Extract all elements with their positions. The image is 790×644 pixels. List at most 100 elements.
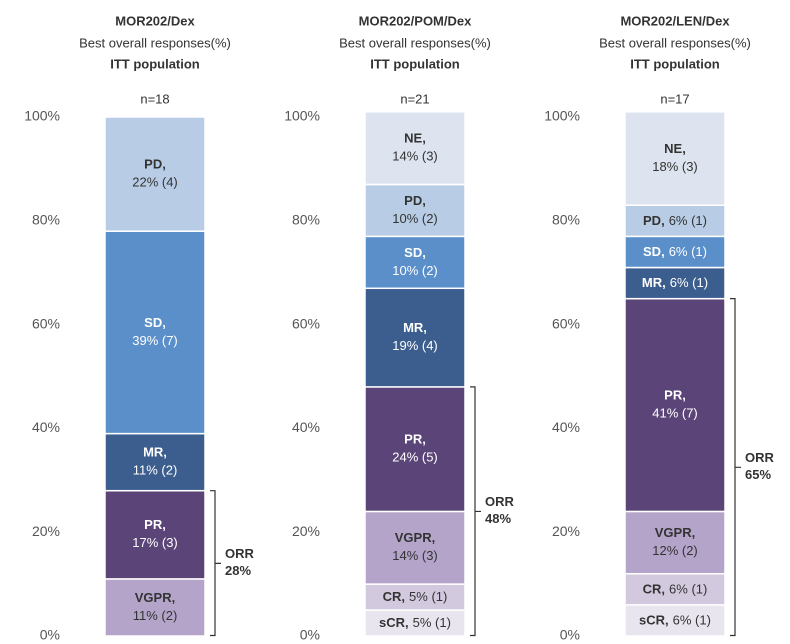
y-tick-label: 60% [552,315,580,331]
segment-value: 14% (3) [392,548,438,563]
segment-value: 5% (1) [409,590,447,605]
segment-name: NE, [664,141,686,156]
segment-label: SD, 6% (1) [643,244,707,259]
segment-value: 10% (2) [392,263,438,278]
orr-bracket [210,490,221,637]
y-tick-label: 40% [552,419,580,435]
y-tick-label: 20% [552,523,580,539]
chart-title: MOR202/POM/Dex [359,13,472,28]
segment-name: PD, [643,213,665,228]
segment-value: 19% (4) [392,338,438,353]
segment-value: 41% (7) [652,405,698,420]
bar-segment [364,386,466,513]
n-label: n=17 [660,91,689,106]
y-tick-label: 100% [284,108,320,124]
segment-name: SD, [144,315,166,330]
bar-segment [364,235,466,290]
segment-name: SD, [643,244,665,259]
y-tick-label: 60% [292,315,320,331]
segment-label: CR, 6% (1) [643,582,708,597]
segment-value: 6% (1) [669,213,707,228]
chart-title: MOR202/Dex [115,13,195,28]
bar-segment [624,297,726,513]
segment-name: VGPR, [395,530,435,545]
segment-label: PD, 6% (1) [643,213,707,228]
segment-name: MR, [143,445,167,460]
bar-segment [624,111,726,206]
segment-value: 5% (1) [413,615,451,630]
bar-segment [104,116,206,232]
segment-label: CR, 5% (1) [383,590,448,605]
y-tick-label: 80% [292,212,320,228]
bar-segment [364,287,466,388]
y-tick-label: 20% [292,523,320,539]
segment-name: NE, [404,131,426,146]
y-tick-label: 0% [300,627,320,643]
orr-value: 28% [225,563,251,578]
segment-name: PD, [404,193,426,208]
segment-name: CR, [383,590,405,605]
segment-value: 14% (3) [392,149,438,164]
segment-name: CR, [643,582,665,597]
orr-label: ORR [225,546,255,561]
bar-segment [624,572,726,606]
segment-name: PD, [144,157,166,172]
n-label: n=18 [140,91,169,106]
y-tick-label: 20% [32,523,60,539]
orr-label: ORR [745,450,775,465]
segment-value: 11% (2) [133,608,178,623]
chart-subtitle: Best overall responses(%) [339,35,491,50]
chart-title: MOR202/LEN/Dex [620,13,730,28]
segment-name: PR, [144,517,166,532]
y-tick-label: 80% [32,212,60,228]
segment-value: 17% (3) [132,535,178,550]
bar-segment [624,204,726,238]
chart-subtitle: Best overall responses(%) [79,35,231,50]
bar-segment [364,609,466,637]
segment-value: 39% (7) [132,333,178,348]
segment-label: sCR, 6% (1) [639,613,711,628]
bar-segment [104,230,206,435]
bar-segment [624,510,726,575]
segment-name: MR, [642,276,666,291]
segment-label: sCR, 5% (1) [379,615,451,630]
bar-segment [364,183,466,238]
segment-value: 24% (5) [392,450,438,465]
segment-name: PR, [404,432,426,447]
population-label: ITT population [370,56,460,71]
y-tick-label: 80% [552,212,580,228]
segment-value: 22% (4) [132,175,178,190]
segment-name: PR, [664,387,686,402]
y-tick-label: 40% [292,419,320,435]
segment-name: sCR, [639,613,669,628]
segment-name: VGPR, [655,525,695,540]
bar-segment [104,578,206,637]
orr-bracket [470,386,481,637]
segment-value: 6% (1) [669,582,707,597]
y-tick-label: 60% [32,315,60,331]
orr-label: ORR [485,494,515,509]
segment-value: 6% (1) [670,276,708,291]
segment-value: 6% (1) [669,244,707,259]
segment-label: MR, 6% (1) [642,276,708,291]
y-tick-label: 100% [544,108,580,124]
bar-segment [364,583,466,611]
y-tick-label: 0% [40,627,60,643]
segment-name: VGPR, [135,590,175,605]
orr-value: 65% [745,467,771,482]
bar-segment [104,489,206,580]
population-label: ITT population [630,56,720,71]
orr-value: 48% [485,511,511,526]
population-label: ITT population [110,56,200,71]
orr-bracket [730,298,741,637]
y-tick-label: 0% [560,627,580,643]
segment-value: 12% (2) [652,543,698,558]
bar-segment [364,510,466,585]
segment-value: 18% (3) [652,159,698,174]
y-tick-label: 40% [32,419,60,435]
bar-segment [364,111,466,186]
segment-name: sCR, [379,615,409,630]
n-label: n=21 [400,91,429,106]
segment-value: 11% (2) [133,463,178,478]
